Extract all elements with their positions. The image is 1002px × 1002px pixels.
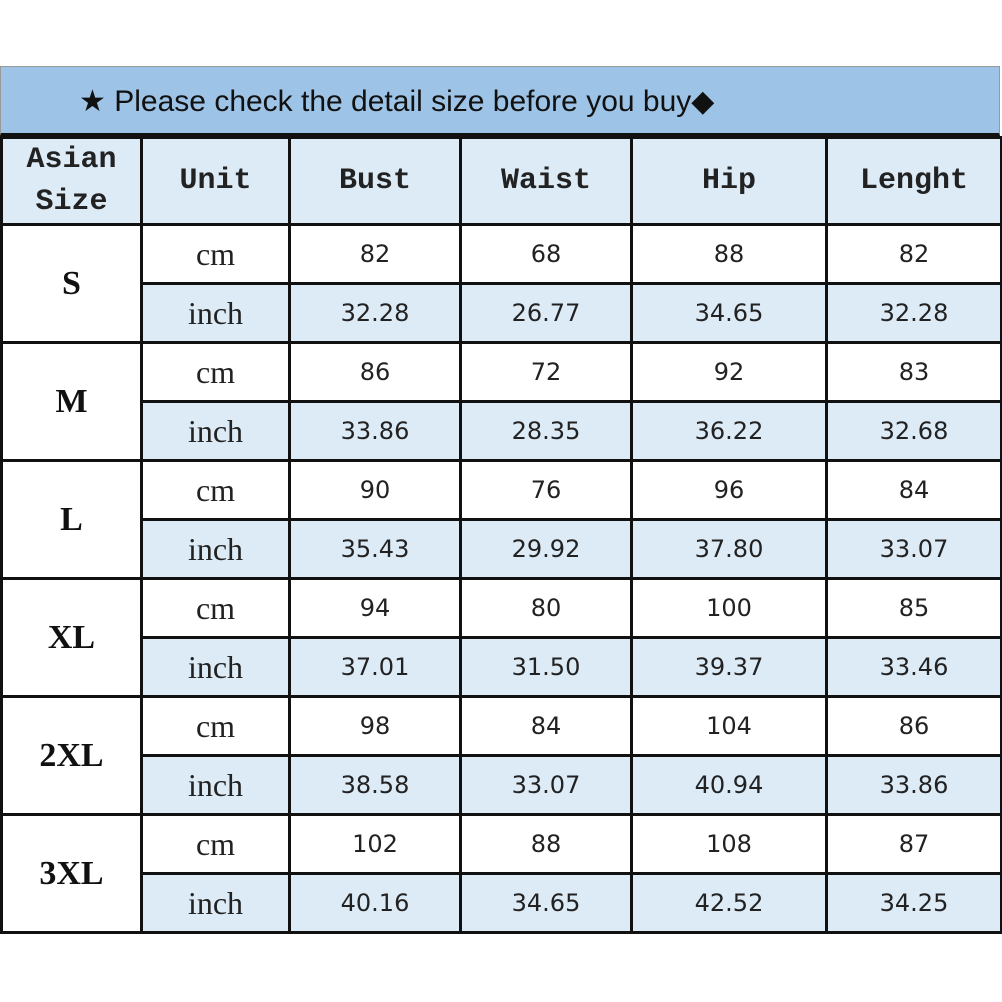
value-cell: 88 — [459, 813, 633, 875]
unit-cell: cm — [140, 577, 291, 639]
unit-cell: inch — [140, 518, 291, 580]
header-asian-size: Asian Size — [0, 136, 143, 226]
size-chart-title: ★ Please check the detail size before yo… — [0, 66, 1000, 136]
unit-cell: inch — [140, 282, 291, 344]
value-cell: 33.07 — [459, 754, 633, 816]
value-cell: 94 — [288, 577, 462, 639]
value-cell: 28.35 — [459, 400, 633, 462]
value-cell: 34.65 — [630, 282, 828, 344]
value-cell: 83 — [825, 341, 1002, 403]
table-row-inch: inch 32.28 26.77 34.65 32.28 — [2, 282, 1002, 344]
table-row-inch: inch 40.16 34.65 42.52 34.25 — [2, 872, 1002, 934]
value-cell: 86 — [288, 341, 462, 403]
value-cell: 68 — [459, 223, 633, 285]
value-cell: 40.94 — [630, 754, 828, 816]
value-cell: 36.22 — [630, 400, 828, 462]
value-cell: 37.80 — [630, 518, 828, 580]
table-row-inch: inch 33.86 28.35 36.22 32.68 — [2, 400, 1002, 462]
value-cell: 39.37 — [630, 636, 828, 698]
value-cell: 84 — [459, 695, 633, 757]
value-cell: 37.01 — [288, 636, 462, 698]
value-cell: 86 — [825, 695, 1002, 757]
unit-cell: inch — [140, 636, 291, 698]
value-cell: 88 — [630, 223, 828, 285]
size-label: M — [0, 341, 143, 462]
value-cell: 100 — [630, 577, 828, 639]
value-cell: 26.77 — [459, 282, 633, 344]
unit-cell: cm — [140, 695, 291, 757]
value-cell: 42.52 — [630, 872, 828, 934]
value-cell: 31.50 — [459, 636, 633, 698]
size-label: 2XL — [0, 695, 143, 816]
header-length: Lenght — [825, 136, 1002, 226]
table-row-inch: inch 37.01 31.50 39.37 33.46 — [2, 636, 1002, 698]
unit-cell: cm — [140, 813, 291, 875]
unit-cell: cm — [140, 223, 291, 285]
size-label: XL — [0, 577, 143, 698]
value-cell: 33.46 — [825, 636, 1002, 698]
value-cell: 90 — [288, 459, 462, 521]
value-cell: 87 — [825, 813, 1002, 875]
value-cell: 108 — [630, 813, 828, 875]
value-cell: 82 — [825, 223, 1002, 285]
header-waist: Waist — [459, 136, 633, 226]
value-cell: 32.28 — [288, 282, 462, 344]
value-cell: 35.43 — [288, 518, 462, 580]
unit-cell: cm — [140, 341, 291, 403]
title-text: Please check the detail size before you … — [114, 85, 692, 118]
header-hip: Hip — [630, 136, 828, 226]
value-cell: 29.92 — [459, 518, 633, 580]
value-cell: 84 — [825, 459, 1002, 521]
value-cell: 32.68 — [825, 400, 1002, 462]
star-icon: ★ — [79, 85, 106, 118]
value-cell: 76 — [459, 459, 633, 521]
value-cell: 96 — [630, 459, 828, 521]
size-label: S — [0, 223, 143, 344]
size-label: L — [0, 459, 143, 580]
value-cell: 72 — [459, 341, 633, 403]
value-cell: 104 — [630, 695, 828, 757]
header-bust: Bust — [288, 136, 462, 226]
value-cell: 98 — [288, 695, 462, 757]
table-row-inch: inch 35.43 29.92 37.80 33.07 — [2, 518, 1002, 580]
size-label: 3XL — [0, 813, 143, 934]
value-cell: 92 — [630, 341, 828, 403]
unit-cell: cm — [140, 459, 291, 521]
header-unit: Unit — [140, 136, 291, 226]
table-row-inch: inch 38.58 33.07 40.94 33.86 — [2, 754, 1002, 816]
value-cell: 34.25 — [825, 872, 1002, 934]
value-cell: 33.86 — [825, 754, 1002, 816]
header-row: Asian Size Unit Bust Waist Hip Lenght — [0, 136, 1002, 226]
value-cell: 33.86 — [288, 400, 462, 462]
value-cell: 85 — [825, 577, 1002, 639]
unit-cell: inch — [140, 400, 291, 462]
size-chart: ★ Please check the detail size before yo… — [0, 66, 1002, 934]
value-cell: 38.58 — [288, 754, 462, 816]
table-row-cm: 3XL cm 102 88 108 87 — [0, 813, 1002, 934]
value-cell: 33.07 — [825, 518, 1002, 580]
value-cell: 102 — [288, 813, 462, 875]
value-cell: 80 — [459, 577, 633, 639]
unit-cell: inch — [140, 754, 291, 816]
table-row-cm: 2XL cm 98 84 104 86 — [0, 695, 1002, 816]
value-cell: 32.28 — [825, 282, 1002, 344]
diamond-icon: ◆ — [691, 85, 715, 118]
value-cell: 40.16 — [288, 872, 462, 934]
table-row-cm: XL cm 94 80 100 85 — [0, 577, 1002, 698]
unit-cell: inch — [140, 872, 291, 934]
value-cell: 34.65 — [459, 872, 633, 934]
value-cell: 82 — [288, 223, 462, 285]
